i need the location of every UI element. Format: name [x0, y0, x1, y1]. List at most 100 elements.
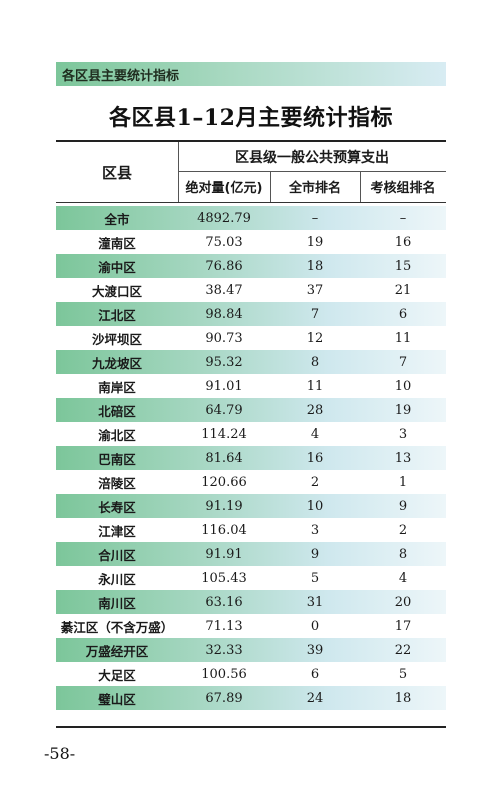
- header-city-rank: 全市排名: [270, 171, 361, 202]
- amount-cell: 38.47: [205, 282, 243, 298]
- table-row: 永川区 105.43 5 4: [56, 566, 446, 590]
- district-name-cell: 大渡口区: [91, 283, 142, 299]
- table-row: 大足区 100.56 6 5: [56, 662, 446, 686]
- table-row: 綦江区（不含万盛） 71.13 0 17: [56, 614, 446, 638]
- amount-cell: 71.13: [205, 618, 243, 634]
- amount-cell: 4892.79: [197, 210, 251, 226]
- table-row: 渝北区 114.24 4 3: [56, 422, 446, 446]
- city-rank-cell: 37: [306, 282, 324, 298]
- group-rank-cell: 22: [394, 642, 412, 658]
- city-rank-cell: 9: [310, 546, 320, 562]
- city-rank-cell: 10: [306, 498, 324, 514]
- district-name-cell: 江津区: [98, 523, 136, 539]
- amount-cell: 75.03: [205, 234, 243, 250]
- district-name-cell: 南川区: [98, 595, 136, 611]
- city-rank-cell: 6: [310, 666, 320, 682]
- bottom-rule: [56, 726, 446, 728]
- table-row: 巴南区 81.64 16 13: [56, 446, 446, 470]
- amount-cell: 90.73: [205, 330, 243, 346]
- header-group-rank: 考核组排名: [370, 181, 436, 196]
- city-rank-cell: 39: [306, 642, 324, 658]
- header-district: 区县: [56, 142, 179, 202]
- table-row: 江北区 98.84 7 6: [56, 302, 446, 326]
- amount-cell: 100.56: [201, 666, 247, 682]
- city-rank-cell: 16: [306, 450, 324, 466]
- district-name-cell: 九龙坡区: [91, 355, 142, 371]
- district-name-cell: 綦江区（不含万盛）: [60, 619, 174, 635]
- city-rank-cell: 18: [306, 258, 324, 274]
- city-rank-cell: 11: [306, 378, 324, 394]
- amount-cell: 91.91: [205, 546, 243, 562]
- city-rank-cell: 8: [310, 354, 320, 370]
- table-title: 各区县1–12月主要统计指标: [109, 105, 393, 131]
- group-rank-cell: 17: [394, 618, 412, 634]
- table-row: 江津区 116.04 3 2: [56, 518, 446, 542]
- city-rank-cell: 7: [310, 306, 320, 322]
- table-row: 北碚区 64.79 28 19: [56, 398, 446, 422]
- amount-cell: 81.64: [205, 450, 243, 466]
- city-rank-cell: 4: [310, 426, 320, 442]
- amount-cell: 91.19: [205, 498, 243, 514]
- table-body: 全市 4892.79– – 潼南区 75.03 19 16 渝中区 76.86 18 15 大渡口区 3…: [56, 206, 446, 710]
- district-name-cell: 渝北区: [98, 427, 136, 443]
- group-rank-cell: 10: [394, 378, 412, 394]
- district-name-cell: 南岸区: [98, 379, 136, 395]
- amount-cell: 64.79: [205, 402, 243, 418]
- district-name-cell: 潼南区: [98, 235, 136, 251]
- group-rank-cell: 2: [398, 522, 408, 538]
- group-rank-cell: 6: [398, 306, 408, 322]
- group-rank-cell: 19: [394, 402, 412, 418]
- table-header: 区县 区县级一般公共预算支出 绝对量(亿元) 全市排名 考核组排名: [56, 142, 446, 202]
- table-row: 大渡口区 38.47 37 21: [56, 278, 446, 302]
- city-rank-cell: 5: [310, 570, 320, 586]
- district-name-cell: 巴南区: [98, 451, 136, 467]
- group-rank-cell: –: [399, 210, 407, 226]
- group-rank-cell: 5: [398, 666, 408, 682]
- group-rank-cell: 7: [398, 354, 408, 370]
- table-row: 长寿区 91.19 10 9: [56, 494, 446, 518]
- city-rank-cell: 19: [306, 234, 324, 250]
- table-row: 合川区 91.91 9 8: [56, 542, 446, 566]
- city-rank-cell: 28: [306, 402, 324, 418]
- district-name-cell: 大足区: [98, 667, 136, 683]
- district-name-cell: 全市: [104, 211, 130, 227]
- group-rank-cell: 3: [398, 426, 408, 442]
- amount-cell: 76.86: [205, 258, 243, 274]
- group-rank-cell: 20: [394, 594, 412, 610]
- group-rank-cell: 15: [394, 258, 412, 274]
- amount-cell: 114.24: [201, 426, 247, 442]
- group-rank-cell: 8: [398, 546, 408, 562]
- amount-cell: 120.66: [201, 474, 247, 490]
- table-row: 潼南区 75.03 19 16: [56, 230, 446, 254]
- district-name-cell: 北碚区: [98, 403, 136, 419]
- city-rank-cell: 3: [310, 522, 320, 538]
- district-name-cell: 渝中区: [98, 259, 136, 275]
- city-rank-cell: –: [311, 210, 319, 226]
- district-name-cell: 万盛经开区: [85, 643, 149, 659]
- city-rank-cell: 2: [310, 474, 320, 490]
- table-row: 万盛经开区 32.33 39 22: [56, 638, 446, 662]
- group-rank-cell: 9: [398, 498, 408, 514]
- group-rank-cell: 11: [394, 330, 412, 346]
- header-amount: 绝对量(亿元): [178, 171, 271, 202]
- table-row: 九龙坡区 95.32 8 7: [56, 350, 446, 374]
- group-rank-cell: 13: [394, 450, 412, 466]
- district-name-cell: 璧山区: [98, 691, 136, 707]
- city-rank-cell: 12: [306, 330, 324, 346]
- amount-cell: 32.33: [205, 642, 243, 658]
- table-row: 沙坪坝区 90.73 12 11: [56, 326, 446, 350]
- amount-cell: 105.43: [201, 570, 247, 586]
- table-row: 涪陵区 120.66 2 1: [56, 470, 446, 494]
- table-row: 南川区 63.16 31 20: [56, 590, 446, 614]
- group-rank-cell: 1: [398, 474, 408, 490]
- amount-cell: 95.32: [205, 354, 243, 370]
- amount-cell: 91.01: [205, 378, 243, 394]
- district-name-cell: 永川区: [98, 571, 136, 587]
- city-rank-cell: 31: [306, 594, 324, 610]
- city-rank-cell: 24: [306, 690, 324, 706]
- group-rank-cell: 21: [394, 282, 412, 298]
- page-number: -58-: [44, 744, 76, 763]
- district-name-cell: 涪陵区: [98, 475, 136, 491]
- amount-cell: 98.84: [205, 306, 243, 322]
- section-header: 各区县主要统计指标: [56, 62, 446, 86]
